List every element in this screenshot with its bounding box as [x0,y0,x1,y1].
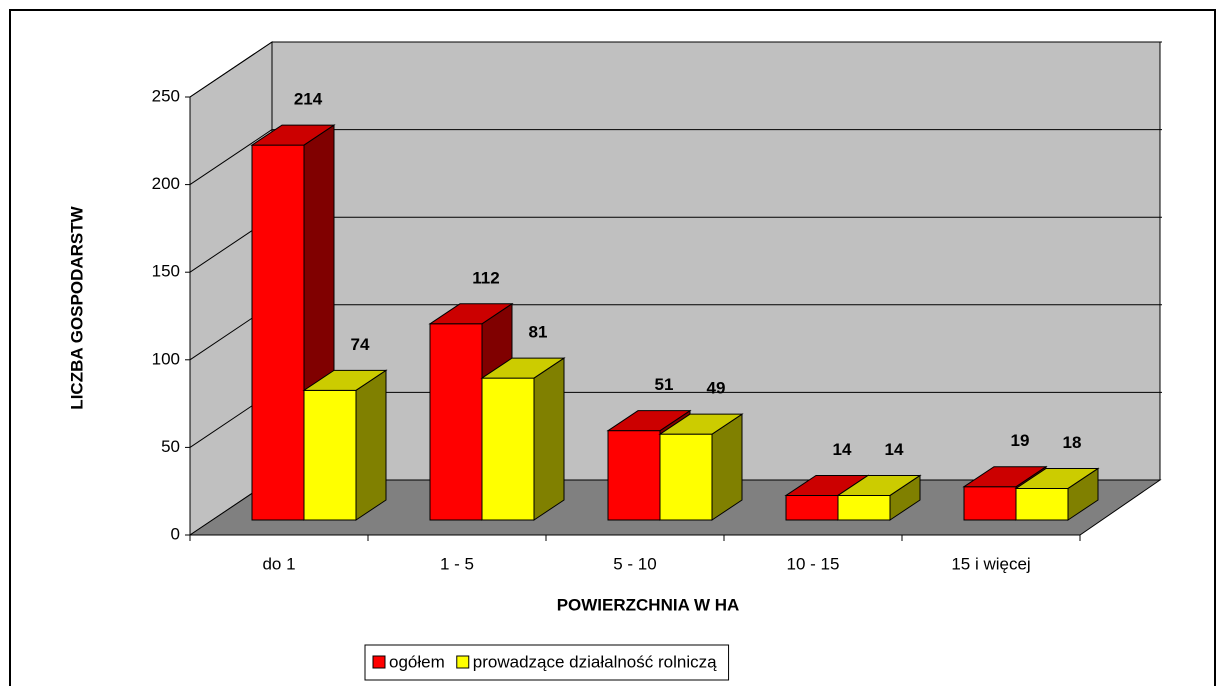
bar [836,474,922,521]
y-tick-label: 250 [152,86,180,105]
value-label: 49 [707,379,726,398]
bar [658,413,744,521]
y-tick-label: 100 [152,349,180,368]
back-wall [271,41,1161,481]
x-tick-label: 1 - 5 [440,554,474,573]
y-tick-label: 0 [171,524,180,543]
bar-front [659,433,713,521]
value-label: 214 [294,90,323,109]
value-label: 14 [885,440,904,459]
y-tick-label: 150 [152,262,180,281]
value-label: 19 [1011,431,1030,450]
bar-top [962,466,1048,488]
bar-front [303,389,357,521]
bar-top [658,413,744,435]
x-tick-label: 5 - 10 [613,554,656,573]
bar-side [533,357,565,521]
bar-top [428,303,514,325]
value-label: 81 [529,323,548,342]
grid-line [189,41,273,98]
bar-front [251,144,305,521]
bar-front [607,430,661,521]
x-tick-label: 15 i więcej [951,554,1030,573]
legend [364,644,730,681]
bar-top [250,124,336,146]
x-tick-label: 10 - 15 [787,554,840,573]
value-label: 51 [655,375,674,394]
bar-front [837,494,891,521]
legend-swatch [372,655,386,669]
bar-front [963,486,1017,521]
x-axis-title: POWIERZCHNIA W HA [557,595,740,614]
bar-top [836,474,922,496]
value-label: 112 [472,268,499,287]
bar-top [480,357,566,379]
value-label: 14 [833,440,852,459]
bar-front [1015,487,1069,521]
bar-top [606,410,692,432]
bar [302,369,388,521]
bar-front [785,494,839,521]
x-tick-label: do 1 [262,554,295,573]
bar-top [1014,467,1100,489]
y-axis-title: LICZBA GOSPODARSTW [67,205,86,409]
bar-front [481,377,535,521]
bar-top [302,369,388,391]
grid-line [189,129,273,186]
bar-front [429,323,483,521]
y-tick-label: 50 [161,437,180,456]
legend-label: prowadzące działalność rolniczą [473,652,717,671]
value-label: 18 [1063,433,1082,452]
bar [1014,467,1100,521]
legend-label: ogółem [389,652,445,671]
bar-side [355,369,387,521]
y-tick-label: 200 [152,174,180,193]
value-label: 74 [351,335,370,354]
legend-swatch [456,655,470,669]
bar [480,357,566,521]
